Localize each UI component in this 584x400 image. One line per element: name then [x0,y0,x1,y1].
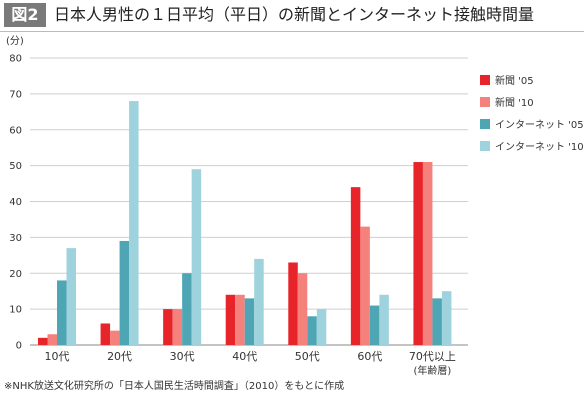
legend-label: 新聞 '05 [495,74,534,87]
bar [38,337,48,345]
bar [163,309,173,345]
bar [379,294,389,345]
y-tick-label: 10 [9,305,22,316]
y-axis-unit-label: (分) [6,35,24,47]
bar [244,298,255,345]
bar [316,309,327,345]
bar [100,323,111,345]
bar [441,291,452,345]
figure-header: 図2 日本人男性の１日平均（平日）の新聞とインターネット接触時間量 [0,0,584,31]
legend-label: インターネット '05 [495,119,584,131]
bar [129,101,139,345]
bar [307,316,317,345]
x-tick-label: 70代以上 [409,350,456,363]
bar [57,280,67,345]
bar [360,226,370,345]
bar [119,240,130,345]
bar [225,294,236,345]
bar [235,294,245,345]
bar [110,330,120,345]
x-tick-note: (年齢層) [414,364,452,377]
source-footnote: ※NHK放送文化研究所の「日本人国民生活時間調査」（2010）をもとに作成 [4,381,345,392]
legend-label: インターネット '10 [495,141,584,153]
y-tick-label: 20 [9,269,22,280]
y-tick-label: 70 [9,89,22,100]
y-tick-label: 30 [9,233,22,244]
bar [172,309,183,345]
y-tick-label: 50 [9,161,22,172]
x-tick-label: 20代 [107,350,132,363]
bar-chart: (分) 0 10 20 30 40 50 60 70 80 10代 20代 30代 40代 50代 60代 70… [6,35,584,377]
y-tick-label: 80 [9,54,22,65]
bar [182,273,192,345]
x-tick-label: 50代 [295,350,320,363]
legend-label: 新聞 '10 [495,96,534,109]
title-divider [0,31,584,32]
bar [297,273,308,345]
x-tick-label: 60代 [357,350,382,363]
y-tick-label: 0 [16,341,22,352]
figure-label-badge: 図2 [4,3,46,27]
chart-title: 日本人男性の１日平均（平日）の新聞とインターネット接触時間量 [54,5,535,24]
bar [422,162,433,345]
legend-swatch [480,141,490,151]
x-tick-label: 40代 [232,350,257,363]
bar [350,187,361,345]
bar [254,258,264,345]
bar [47,334,57,345]
bar [288,262,298,345]
bar [432,298,442,345]
x-tick-label: 30代 [170,350,195,363]
bar [191,169,202,345]
x-tick-label: 10代 [45,350,70,363]
bar [413,162,423,345]
legend-swatch [480,97,490,107]
bar [369,305,380,345]
bar [66,248,76,345]
y-tick-label: 60 [9,125,22,136]
y-tick-label: 40 [9,197,22,208]
legend-swatch [480,75,490,85]
legend-swatch [480,119,490,129]
